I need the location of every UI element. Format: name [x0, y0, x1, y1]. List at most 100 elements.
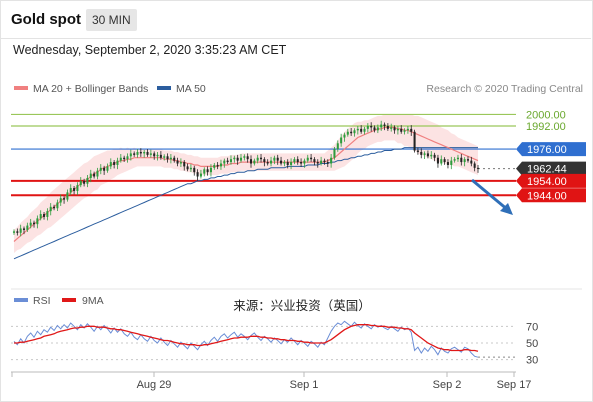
candle-body [73, 188, 76, 191]
candle-body [376, 127, 379, 131]
candle-body [139, 151, 142, 154]
candle-body [283, 162, 286, 164]
candle-body [270, 160, 273, 164]
level-label-1992.00: 1992.00 [526, 121, 566, 133]
candle-body [313, 159, 316, 163]
candle-body [353, 130, 356, 134]
candle-body [306, 157, 309, 161]
candle-body [239, 157, 243, 161]
level-tag-1954.00 [516, 173, 586, 188]
candle-body [366, 125, 369, 129]
candle-body [123, 157, 126, 160]
candle-body [320, 160, 323, 164]
candle-body [430, 154, 433, 157]
forecast-arrow [471, 178, 513, 215]
candle-body [219, 163, 222, 167]
candle-body [370, 125, 373, 128]
rsi-tick-label: 70 [526, 321, 538, 333]
candle-body [56, 202, 59, 209]
candle-body [413, 131, 416, 151]
candle-body [76, 185, 79, 191]
candle-body [316, 162, 319, 164]
candle-body [460, 157, 463, 163]
candle-body [209, 167, 212, 173]
candle-body [450, 160, 453, 165]
candle-body [53, 206, 56, 209]
candle-body [286, 162, 289, 165]
candle-body [466, 159, 470, 161]
x-tick-label: Aug 29 [137, 379, 172, 391]
candle-body [12, 231, 16, 233]
rsi-tick-label: 30 [526, 355, 538, 367]
candle-body [173, 157, 176, 161]
candle-body [470, 160, 473, 164]
level-tag-1944.00 [516, 188, 586, 203]
candle-body [310, 157, 313, 160]
candle-body [263, 159, 266, 163]
candle-body [159, 154, 162, 158]
copyright: Research © 2020 Trading Central [426, 83, 583, 95]
candle-body [476, 167, 480, 169]
candle-body [16, 231, 19, 233]
legend-ma50-label: MA 50 [176, 83, 206, 95]
x-axis-labels: Aug 29 Sep 1 Sep 2 Sep 17 [11, 372, 531, 391]
candle-body [243, 156, 246, 158]
candle-body [129, 153, 132, 157]
candle-body [216, 164, 219, 167]
candle-body [463, 159, 466, 163]
candle-body [146, 151, 149, 155]
candle-body [206, 169, 209, 173]
candle-body [300, 162, 303, 164]
candle-body [229, 159, 232, 163]
candle-body [96, 170, 99, 177]
candle-body [193, 167, 196, 173]
level-label-2000.00: 2000.00 [526, 109, 566, 121]
candle-body [79, 180, 82, 186]
candle-body [280, 160, 283, 164]
candle-body [383, 124, 386, 126]
legend-ma20-label: MA 20 + Bollinger Bands [33, 83, 148, 95]
candle-body [326, 162, 329, 164]
candle-body [33, 222, 36, 225]
candle-body [19, 228, 22, 233]
candle-body [443, 159, 446, 163]
candle-body [259, 157, 263, 160]
candle-body [336, 143, 339, 150]
candle-body [119, 157, 122, 161]
candle-body [179, 162, 182, 164]
legend-9ma-swatch [62, 298, 76, 302]
candle-body [360, 128, 363, 132]
candle-body [153, 153, 156, 157]
candle-body [66, 192, 69, 200]
candle-body [163, 156, 166, 158]
candle-body [333, 149, 336, 158]
candle-body [296, 159, 299, 163]
rsi-tick-label: 50 [526, 338, 538, 350]
candle-body [380, 124, 383, 128]
candle-body [89, 173, 92, 178]
instrument-title: Gold spot [11, 11, 81, 28]
candle-body [386, 125, 389, 129]
level-tag-text-1944.00: 1944.00 [527, 190, 567, 202]
candle-body [113, 162, 116, 165]
candle-body [373, 127, 376, 131]
candle-body [183, 162, 186, 167]
candle-body [126, 156, 129, 160]
source-annotation: 来源：兴业投资（英国） [233, 298, 371, 313]
candle-body [86, 177, 89, 184]
candle-body [356, 128, 359, 131]
candle-body [436, 157, 439, 164]
candle-body [99, 167, 102, 171]
candle-body [39, 214, 42, 219]
interval-badge[interactable]: 30 MIN [86, 9, 137, 31]
candle-body [416, 150, 419, 152]
candle-body [246, 156, 249, 160]
candle-body [63, 198, 66, 200]
candle-body [116, 160, 119, 165]
candle-body [403, 130, 406, 132]
candle-body [29, 222, 32, 226]
candle-body [350, 131, 353, 134]
candle-body [346, 131, 349, 135]
candle-body [143, 151, 146, 154]
